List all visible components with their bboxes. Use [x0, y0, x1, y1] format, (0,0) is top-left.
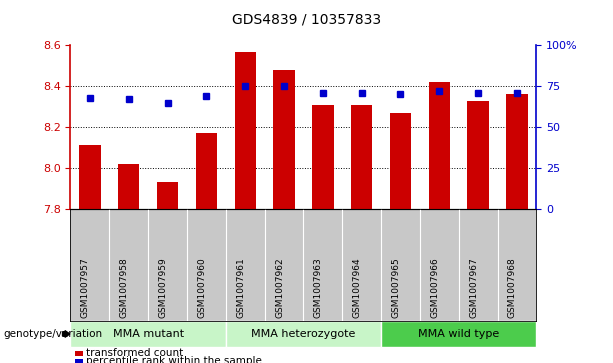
- Text: GSM1007964: GSM1007964: [352, 257, 362, 318]
- Text: GSM1007962: GSM1007962: [275, 257, 284, 318]
- Text: MMA heterozygote: MMA heterozygote: [251, 329, 356, 339]
- Bar: [428, 82, 450, 209]
- Bar: [312, 105, 333, 209]
- Text: GSM1007963: GSM1007963: [314, 257, 323, 318]
- Text: GSM1007966: GSM1007966: [430, 257, 440, 318]
- Text: GSM1007957: GSM1007957: [81, 257, 90, 318]
- Bar: [273, 70, 295, 209]
- Bar: [79, 146, 101, 209]
- Text: GSM1007958: GSM1007958: [120, 257, 129, 318]
- Bar: [351, 105, 372, 209]
- Text: GSM1007967: GSM1007967: [469, 257, 478, 318]
- Text: GSM1007965: GSM1007965: [392, 257, 400, 318]
- Text: genotype/variation: genotype/variation: [3, 329, 102, 339]
- Bar: [390, 113, 411, 209]
- Text: percentile rank within the sample: percentile rank within the sample: [86, 356, 262, 363]
- Bar: [468, 101, 489, 209]
- Text: GSM1007968: GSM1007968: [508, 257, 517, 318]
- Bar: [235, 52, 256, 209]
- Text: GSM1007959: GSM1007959: [159, 257, 167, 318]
- Bar: [506, 94, 528, 209]
- Text: GSM1007960: GSM1007960: [197, 257, 207, 318]
- Bar: [157, 182, 178, 209]
- Text: transformed count: transformed count: [86, 348, 183, 358]
- Text: MMA wild type: MMA wild type: [418, 329, 500, 339]
- Text: MMA mutant: MMA mutant: [113, 329, 184, 339]
- Bar: [118, 164, 139, 209]
- Bar: [196, 133, 217, 209]
- Text: GSM1007961: GSM1007961: [236, 257, 245, 318]
- Text: GDS4839 / 10357833: GDS4839 / 10357833: [232, 13, 381, 27]
